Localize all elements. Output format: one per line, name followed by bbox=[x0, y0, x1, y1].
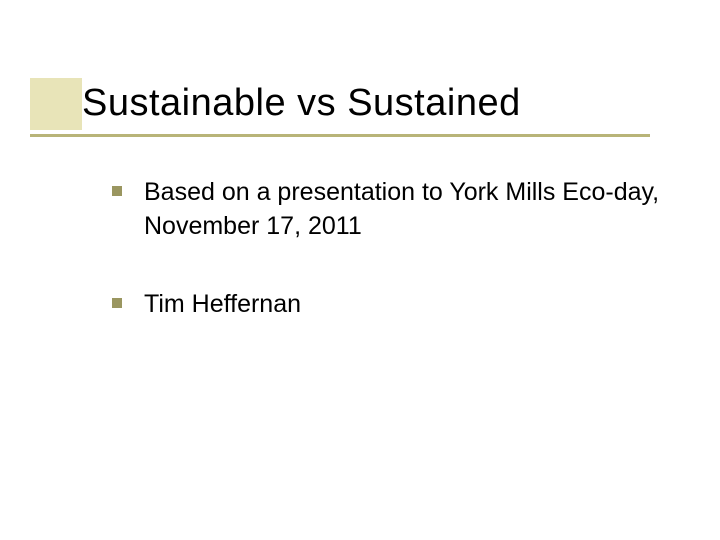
title-underline bbox=[30, 134, 650, 137]
square-bullet-icon bbox=[112, 298, 122, 308]
slide-title: Sustainable vs Sustained bbox=[82, 82, 521, 125]
bullet-list: Based on a presentation to York Mills Ec… bbox=[112, 176, 660, 365]
accent-box bbox=[30, 78, 82, 130]
bullet-text: Tim Heffernan bbox=[144, 288, 301, 322]
square-bullet-icon bbox=[112, 186, 122, 196]
bullet-item: Based on a presentation to York Mills Ec… bbox=[112, 176, 660, 244]
bullet-text: Based on a presentation to York Mills Ec… bbox=[144, 176, 660, 244]
bullet-item: Tim Heffernan bbox=[112, 288, 660, 322]
